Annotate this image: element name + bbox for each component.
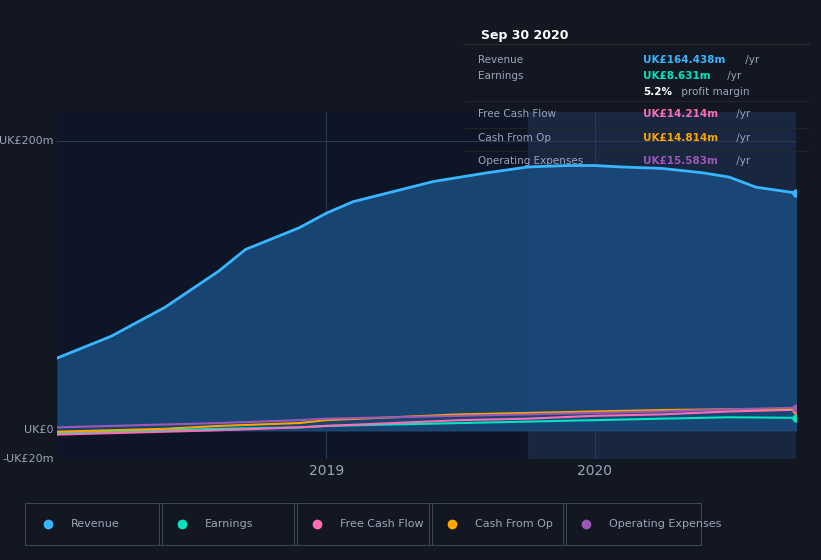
Text: Revenue: Revenue <box>478 55 523 66</box>
Text: Earnings: Earnings <box>205 519 254 529</box>
Text: /yr: /yr <box>742 55 759 66</box>
Text: UK£200m: UK£200m <box>0 136 54 146</box>
Text: Free Cash Flow: Free Cash Flow <box>340 519 424 529</box>
Bar <box>528 112 796 459</box>
Text: 5.2%: 5.2% <box>643 87 672 97</box>
Text: Cash From Op: Cash From Op <box>478 133 551 143</box>
Text: /yr: /yr <box>733 133 750 143</box>
Text: UK£0: UK£0 <box>25 425 54 435</box>
Text: UK£8.631m: UK£8.631m <box>643 71 711 81</box>
Text: /yr: /yr <box>733 156 750 166</box>
Text: UK£15.583m: UK£15.583m <box>643 156 718 166</box>
Text: Earnings: Earnings <box>478 71 523 81</box>
Text: UK£14.214m: UK£14.214m <box>643 109 718 119</box>
Text: UK£164.438m: UK£164.438m <box>643 55 726 66</box>
Text: profit margin: profit margin <box>677 87 749 97</box>
Text: Revenue: Revenue <box>71 519 119 529</box>
Text: Free Cash Flow: Free Cash Flow <box>478 109 556 119</box>
Text: /yr: /yr <box>724 71 741 81</box>
Text: -UK£20m: -UK£20m <box>2 454 54 464</box>
Text: /yr: /yr <box>733 109 750 119</box>
Text: Operating Expenses: Operating Expenses <box>609 519 722 529</box>
Text: Operating Expenses: Operating Expenses <box>478 156 583 166</box>
Text: UK£14.814m: UK£14.814m <box>643 133 718 143</box>
Text: Cash From Op: Cash From Op <box>475 519 553 529</box>
Text: Sep 30 2020: Sep 30 2020 <box>481 29 569 41</box>
